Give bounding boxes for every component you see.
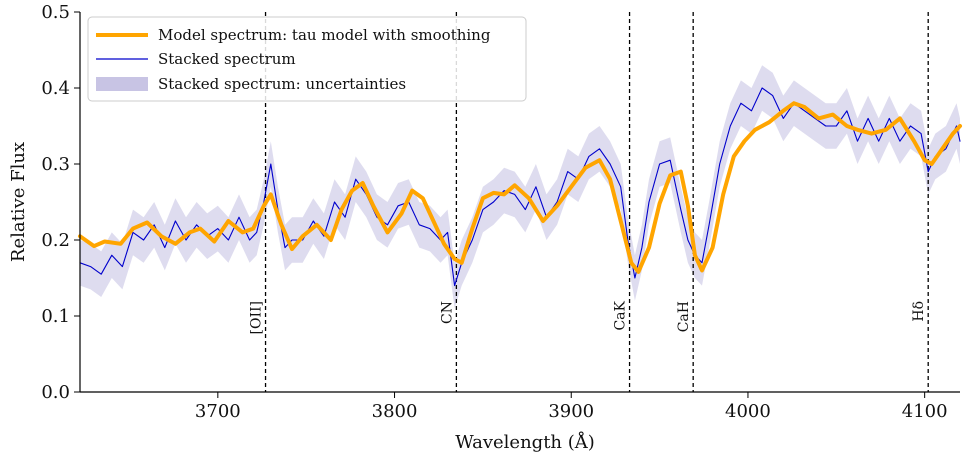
uncertainty-band-area <box>80 65 960 309</box>
uncertainty-band <box>80 65 960 309</box>
axes <box>79 12 960 393</box>
x-tick-label: 4100 <box>902 401 948 422</box>
feature-label: CN <box>439 301 455 324</box>
y-tick-label: 0.1 <box>41 306 70 327</box>
y-tick-label: 0.3 <box>41 154 70 175</box>
legend-label-stacked: Stacked spectrum <box>158 50 296 68</box>
x-tick-label: 3700 <box>195 401 241 422</box>
model-spectrum-line <box>78 101 962 274</box>
x-axis-label: Wavelength (Å) <box>455 431 595 453</box>
stacked-spectrum-line <box>79 87 961 287</box>
feature-label: [OII] <box>249 301 265 334</box>
x-tick-label: 3900 <box>548 401 594 422</box>
y-tick-label: 0.5 <box>41 2 70 23</box>
feature-label: CaK <box>613 300 629 330</box>
feature-lines: [OII] CN CaK CaH Hδ <box>249 12 929 392</box>
feature-label: Hδ <box>911 301 927 322</box>
y-tick-label: 0.4 <box>41 78 70 99</box>
legend: Model spectrum: tau model with smoothing… <box>87 16 527 102</box>
tick-labels: 3700 3800 3900 4000 4100 0.0 0.1 0.2 0.3 0.4 0.5 <box>41 2 947 422</box>
y-tick-label: 0.0 <box>41 382 70 403</box>
feature-label: CaH <box>676 301 692 332</box>
x-tick-label: 3800 <box>372 401 418 422</box>
y-tick-label: 0.2 <box>41 230 70 251</box>
y-axis-label: Relative Flux <box>8 142 29 262</box>
series-lines <box>78 87 962 287</box>
legend-label-model: Model spectrum: tau model with smoothing <box>158 26 491 44</box>
legend-box <box>87 16 527 102</box>
legend-label-uncertainty: Stacked spectrum: uncertainties <box>158 75 406 93</box>
x-tick-label: 4000 <box>725 401 771 422</box>
legend-swatch-uncertainty <box>96 77 148 91</box>
